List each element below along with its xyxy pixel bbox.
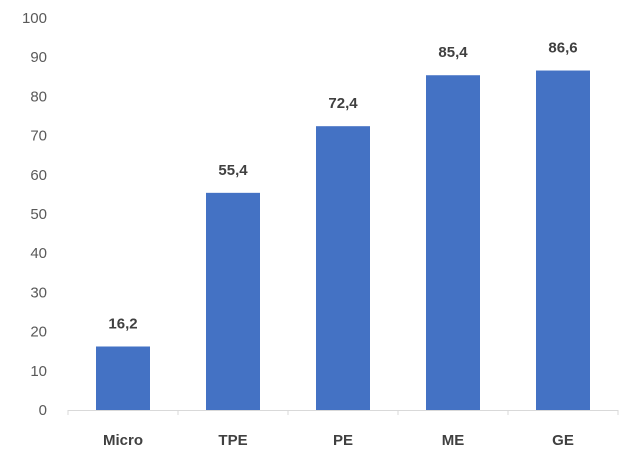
data-label-me: 85,4 [438,44,468,61]
x-category-label-me: ME [442,432,465,449]
bars [96,70,590,411]
data-label-pe: 72,4 [328,95,358,112]
bar-tpe [206,192,260,410]
data-label-tpe: 55,4 [218,162,248,179]
bar-me [426,75,480,411]
y-tick-label: 60 [30,167,47,184]
x-category-label-pe: PE [333,432,353,449]
y-tick-label: 100 [22,10,47,27]
x-category-label-tpe: TPE [218,432,247,449]
bar-micro [96,346,150,410]
y-tick-label: 90 [30,49,47,66]
y-axis-ticks: 0 10 20 30 40 50 60 70 80 90 100 [22,10,47,419]
y-tick-label: 0 [39,402,47,419]
y-tick-label: 70 [30,128,47,145]
x-category-label-ge: GE [552,432,574,449]
y-tick-label: 50 [30,206,47,223]
data-label-ge: 86,6 [548,40,577,57]
y-tick-label: 30 [30,284,47,301]
bar-ge [536,70,590,410]
y-tick-label: 20 [30,324,47,341]
data-label-micro: 16,2 [108,315,137,332]
y-tick-label: 10 [30,363,47,380]
data-labels: 16,2 55,4 72,4 85,4 86,6 [108,40,577,333]
x-axis-category-labels: Micro TPE PE ME GE [103,432,574,449]
x-axis-tick-marks [67,410,619,415]
y-tick-label: 40 [30,245,47,262]
x-category-label-micro: Micro [103,432,143,449]
bar-pe [316,126,370,410]
y-tick-label: 80 [30,88,47,105]
